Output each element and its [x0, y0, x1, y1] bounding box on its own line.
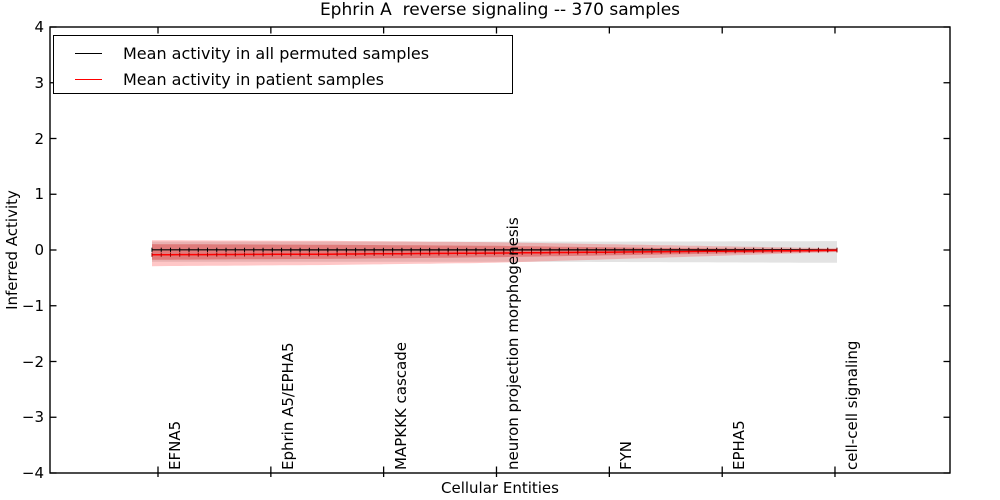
legend-line-sample-red — [75, 78, 102, 80]
y-tick-label: 4 — [34, 18, 44, 36]
y-tick-label: 2 — [34, 129, 44, 148]
y-tick-label: 1 — [34, 185, 44, 204]
legend-line-sample-black — [75, 52, 102, 54]
legend-entry-permuted: Mean activity in all permuted samples — [54, 40, 512, 66]
y-tick-label: −2 — [21, 352, 44, 371]
x-tick-label: FYN — [617, 440, 636, 470]
y-tick-label: 3 — [34, 73, 44, 92]
y-tick-label: −1 — [21, 296, 44, 315]
y-tick-label: −3 — [21, 408, 44, 427]
y-tick-label: −4 — [21, 464, 44, 482]
x-tick-label: neuron projection morphogenesis — [504, 217, 523, 470]
chart-title: Ephrin A reverse signaling -- 370 sample… — [319, 0, 681, 20]
x-tick-label: MAPKKK cascade — [391, 342, 410, 470]
x-tick-label: Ephrin A5/EPHA5 — [278, 342, 297, 470]
legend-entry-patient: Mean activity in patient samples — [54, 66, 512, 92]
x-tick-label: cell-cell signaling — [842, 340, 861, 470]
x-tick-label: EFNA5 — [166, 420, 184, 470]
x-tick-label: EPHA5 — [730, 420, 749, 470]
legend-label: Mean activity in all permuted samples — [123, 43, 430, 63]
y-tick-label: 0 — [34, 241, 44, 259]
legend-label: Mean activity in patient samples — [123, 69, 384, 89]
x-axis-label: Cellular Entities — [441, 479, 559, 497]
legend: Mean activity in all permuted samples Me… — [53, 35, 513, 94]
